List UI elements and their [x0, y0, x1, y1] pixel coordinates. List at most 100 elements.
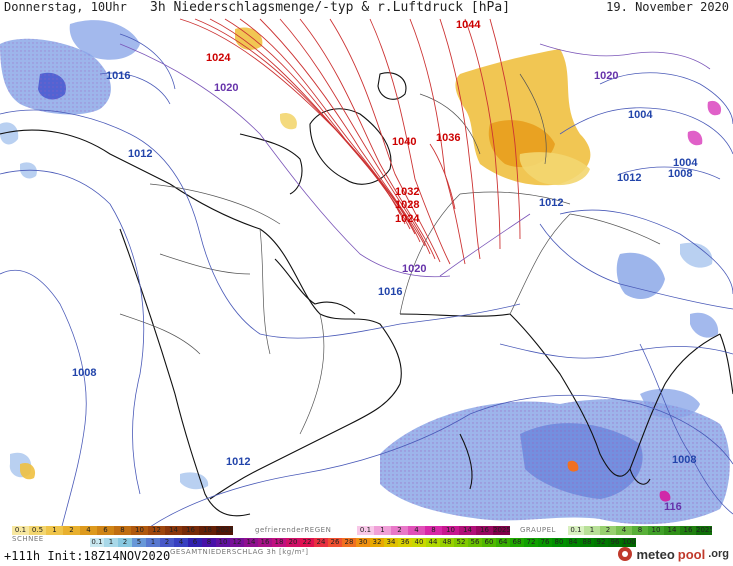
legend-swatch: 2025+ — [696, 526, 712, 535]
isobar-label: 1020 — [214, 82, 238, 94]
map-title: 3h Niederschlagsmenge/-typ & r.Luftdruck… — [150, 0, 511, 15]
legend-swatch: 2 — [391, 526, 408, 535]
legend-swatch: 56 — [468, 538, 482, 547]
isobar-label: 1016 — [106, 70, 130, 82]
isobar-label: 116 — [664, 501, 682, 513]
legend-swatch: 12 — [230, 538, 244, 547]
isobar-label: 1020 — [402, 263, 426, 275]
legend-swatch: 2 — [600, 526, 616, 535]
isobar-label: 1024 — [395, 213, 420, 225]
precipitation-rain-areas — [0, 20, 730, 525]
legend-swatch: 20 — [286, 538, 300, 547]
logo-text-meteo: meteo — [636, 546, 675, 562]
forecast-date: 19. November 2020 — [606, 0, 729, 14]
legend-swatch: 5 — [132, 538, 146, 547]
legend-swatch: 92 — [594, 538, 608, 547]
legend-swatch: 8 — [632, 526, 648, 535]
isobar-label: 1012 — [539, 197, 563, 209]
isobars-neutral — [119, 43, 711, 278]
legend-swatch: 0.1 — [90, 538, 104, 547]
legend-swatch: 24 — [314, 538, 328, 547]
legend-swatch: 14 — [244, 538, 258, 547]
isobar-label: 1028 — [395, 199, 419, 211]
legend-swatch: 100 — [622, 538, 636, 547]
legend-swatch: 34 — [384, 538, 398, 547]
legend-swatch: 8 — [114, 526, 131, 535]
precipitation-freezing-areas — [567, 100, 722, 502]
legend-swatch: 80 — [552, 538, 566, 547]
country-borders — [119, 73, 661, 435]
isobar-label: 1008 — [72, 367, 96, 379]
isobar-label: 1004 — [628, 109, 653, 121]
forecast-day-label: Donnerstag, 10Uhr — [4, 0, 127, 14]
legend-swatch: 8 — [425, 526, 442, 535]
legend-total-label: GESAMTNIEDERSCHLAG 3h [kg/m²] — [170, 548, 309, 556]
legend-swatch: 0.1 — [357, 526, 374, 535]
legend-swatch: 0.5 — [29, 526, 46, 535]
isobar-label: 1004 — [673, 157, 698, 169]
legend-swatch: 60 — [482, 538, 496, 547]
meteopool-logo-icon — [618, 547, 633, 561]
precipitation-snow-areas — [20, 27, 591, 480]
isobar-label: 1032 — [395, 186, 419, 198]
isobar-label: 1008 — [672, 454, 696, 466]
legend-swatch: 8 — [202, 538, 216, 547]
legend-swatch: 14 — [664, 526, 680, 535]
isobar-label: 1036 — [436, 132, 460, 144]
legend-swatch: 72 — [524, 538, 538, 547]
legend-swatch: 16 — [182, 526, 199, 535]
legend-swatch: 16 — [680, 526, 696, 535]
legend-swatch: 4 — [616, 526, 632, 535]
legend-swatch: 18 — [272, 538, 286, 547]
isobar-label: 1020 — [594, 70, 618, 82]
logo-text-org: .org — [708, 548, 729, 560]
isobar-label: 1040 — [392, 136, 416, 148]
legend-swatch: 4 — [174, 538, 188, 547]
isobar-label: 1016 — [378, 286, 402, 298]
legend-swatch: 28 — [342, 538, 356, 547]
isobar-label: 1012 — [226, 456, 250, 468]
legend-swatch: 36 — [398, 538, 412, 547]
legend-graupel-label: GRAUPEL — [520, 526, 556, 534]
legend-swatch: 2 — [160, 538, 174, 547]
legend-swatch: 12 — [148, 526, 165, 535]
map-canvas: 1044 1024 1040 1036 1032 1028 1024 1020 … — [0, 18, 733, 535]
meteopool-logo[interactable]: meteo pool .org — [617, 546, 729, 562]
legend-swatch: 1 — [104, 538, 118, 547]
legend-swatch: 76 — [538, 538, 552, 547]
legend-swatch: 22 — [300, 538, 314, 547]
legend-swatch: 4 — [80, 526, 97, 535]
legend-swatch: 6 — [97, 526, 114, 535]
legend-swatch: 40 — [412, 538, 426, 547]
legend-swatch: 10 — [131, 526, 148, 535]
legend-swatch: 64 — [496, 538, 510, 547]
legend-swatch: 88 — [580, 538, 594, 547]
legend-swatch: 10 — [442, 526, 459, 535]
legend-swatch: 48 — [440, 538, 454, 547]
legend-swatch: 16 — [476, 526, 493, 535]
legend-swatch: 16 — [258, 538, 272, 547]
isobar-label: 1012 — [617, 172, 641, 184]
isobars-low — [0, 33, 733, 535]
isobar-label: 1008 — [668, 168, 692, 180]
legend-swatch: 26 — [328, 538, 342, 547]
legend-swatch: 10 — [648, 526, 664, 535]
legend-swatch: 1 — [374, 526, 391, 535]
run-info: +111h Init:18Z14NOV2020 — [4, 549, 171, 563]
legend-swatch: 2 — [63, 526, 80, 535]
legend-swatch: 1 — [146, 538, 160, 547]
isobar-labels: 1044 1024 1040 1036 1032 1028 1024 1020 … — [72, 19, 698, 513]
legend-swatch: 0.1 — [12, 526, 29, 535]
legend-snow-label: SCHNEE — [12, 535, 44, 543]
legend-swatch: 96 — [608, 538, 622, 547]
legend-swatch: 1 — [584, 526, 600, 535]
legend-swatch: 10 — [216, 538, 230, 547]
legend-swatch: 2 — [118, 538, 132, 547]
isobars-high — [179, 18, 521, 265]
legend-swatch: 6 — [188, 538, 202, 547]
legend-freezing-label: gefrierenderREGEN — [255, 526, 332, 534]
